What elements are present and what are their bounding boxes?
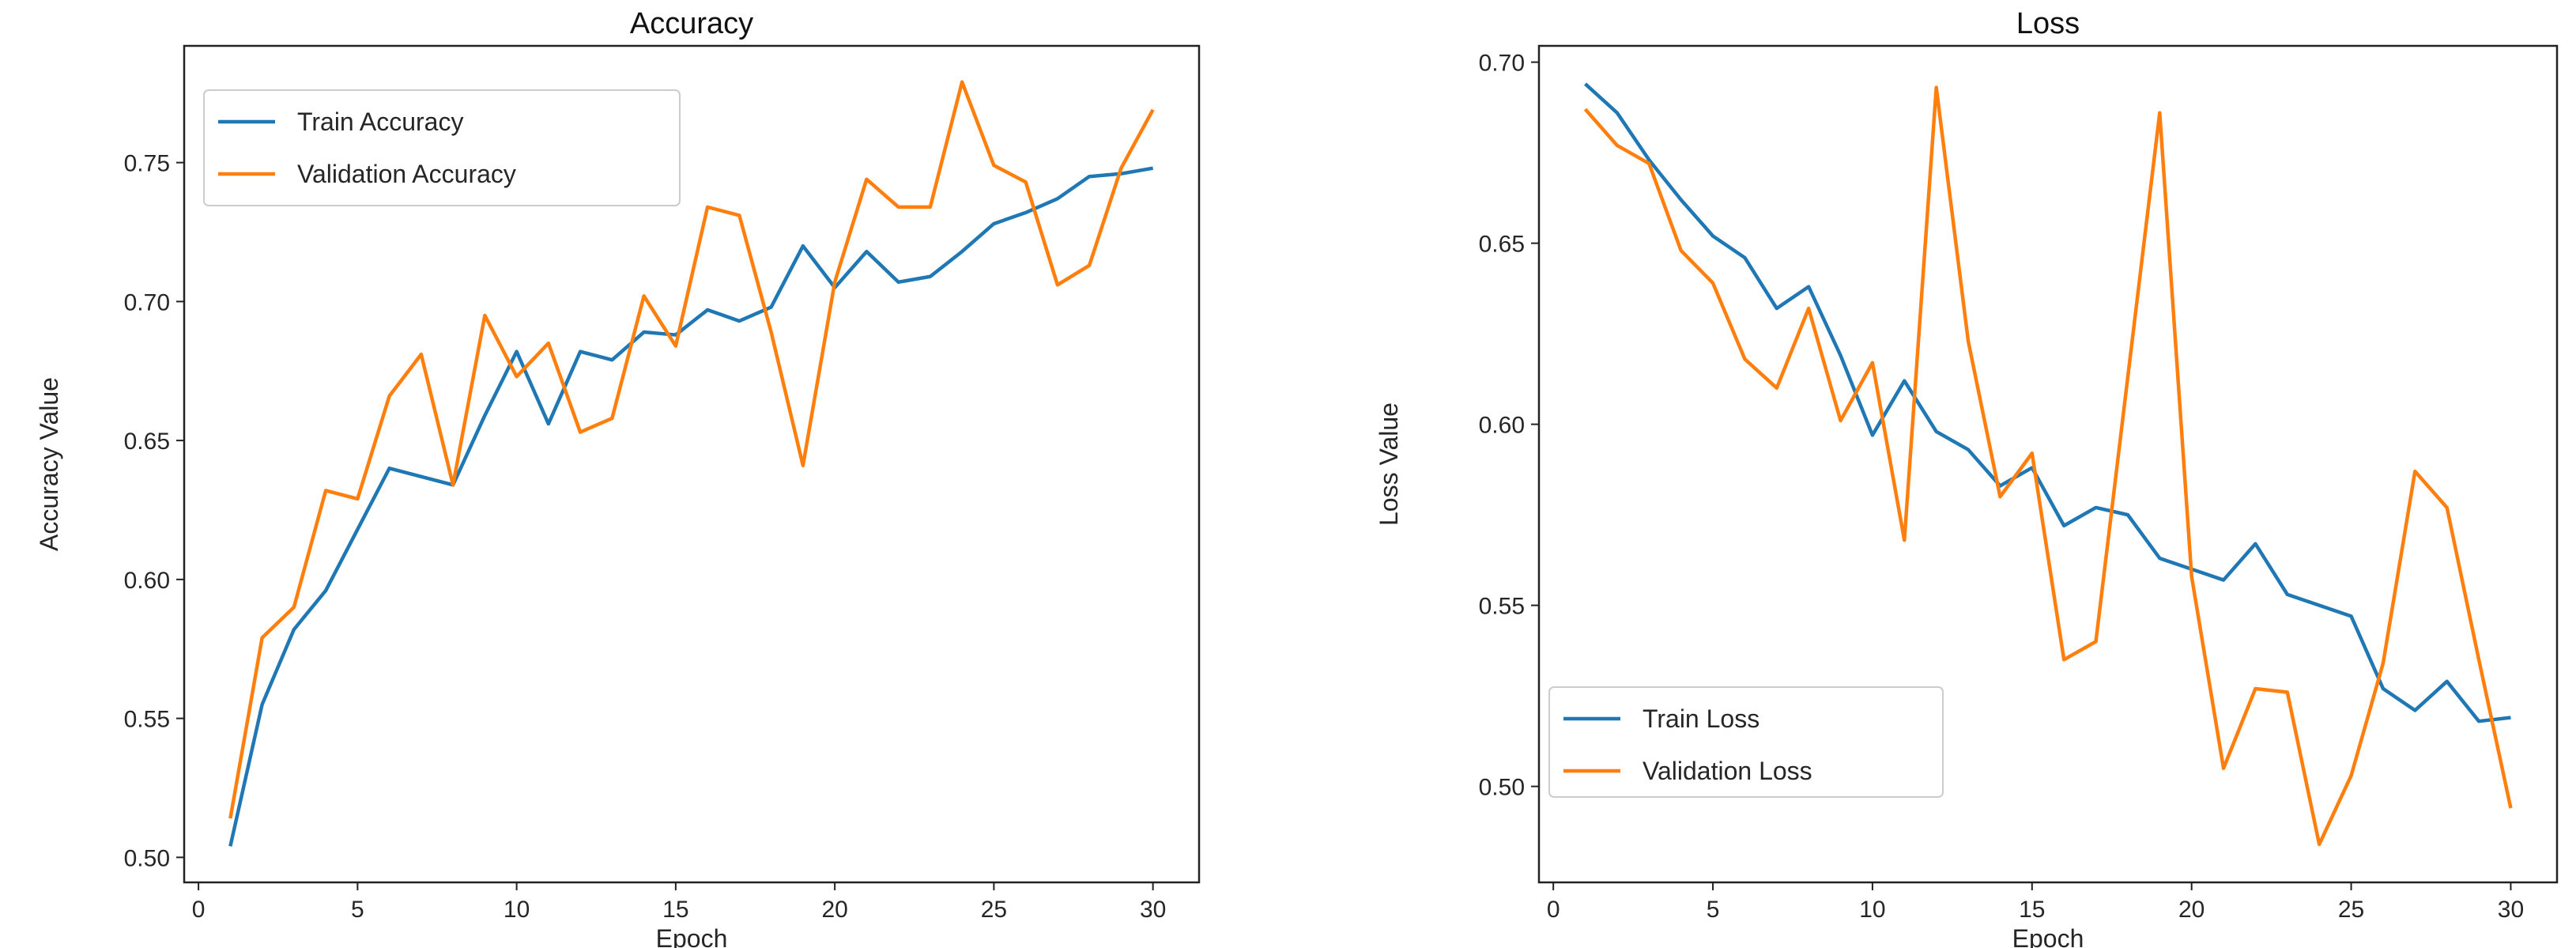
y-tick-label: 0.75 (124, 151, 170, 177)
series-line-train (1584, 82, 2511, 723)
y-axis-label: Accuracy Value (35, 377, 63, 551)
axes-frame (183, 44, 1201, 884)
y-tick-label: 0.60 (124, 568, 170, 594)
y-tick-label: 0.60 (1479, 413, 1525, 439)
x-tick-label: 30 (1140, 897, 1166, 923)
y-axis-label: Loss Value (1375, 402, 1403, 526)
series-line-train (228, 166, 1154, 847)
y-tick-label: 0.70 (1479, 51, 1525, 77)
axes-frame (1537, 44, 2559, 884)
chart-loss: Loss 0 5 10 15 20 25 30 0.50 0.55 0.60 0.65 0.70 Epoc… (1375, 7, 2559, 948)
chart-title: Accuracy (630, 7, 753, 40)
x-axis-label: Epoch (2012, 924, 2084, 948)
y-tick-label: 0.50 (124, 845, 170, 871)
y-tick-label: 0.55 (124, 707, 170, 733)
x-tick-label: 10 (1859, 897, 1885, 923)
chart-accuracy: Accuracy 0 5 10 15 20 25 30 0.50 0.55 0.60 0.65 0.70… (35, 7, 1201, 948)
legend-box (1548, 686, 1944, 798)
x-axis-label: Epoch (656, 924, 728, 948)
x-tick-label: 20 (821, 897, 847, 923)
y-tick-label: 0.50 (1479, 775, 1525, 801)
x-tick-label: 25 (2338, 897, 2364, 923)
y-tick-label: 0.55 (1479, 594, 1525, 620)
x-tick-label: 15 (2019, 897, 2045, 923)
x-tick-label: 20 (2178, 897, 2204, 923)
y-tick-label: 0.65 (1479, 232, 1525, 258)
x-tick-label: 30 (2498, 897, 2524, 923)
y-tick-label: 0.65 (124, 429, 170, 455)
x-tick-label: 15 (662, 897, 688, 923)
series-line-validation (1583, 85, 2513, 847)
legend: Train Accuracy Validation Accuracy (203, 89, 681, 206)
series-line-validation (228, 80, 1155, 819)
legend: Train Loss Validation Loss (1548, 686, 1944, 798)
legend-label: Train Accuracy (297, 108, 463, 136)
x-tick-label: 25 (981, 897, 1007, 923)
x-tick-label: 10 (504, 897, 530, 923)
legend-box (203, 89, 681, 206)
x-tick-label: 0 (192, 897, 206, 923)
legend-label: Train Loss (1643, 704, 1759, 733)
x-tick-label: 0 (1547, 897, 1560, 923)
x-tick-label: 5 (351, 897, 364, 923)
x-tick-label: 5 (1707, 897, 1720, 923)
chart-title: Loss (2016, 7, 2080, 40)
legend-label: Validation Accuracy (297, 160, 516, 188)
legend-label: Validation Loss (1643, 757, 1812, 785)
y-tick-label: 0.70 (124, 289, 170, 315)
